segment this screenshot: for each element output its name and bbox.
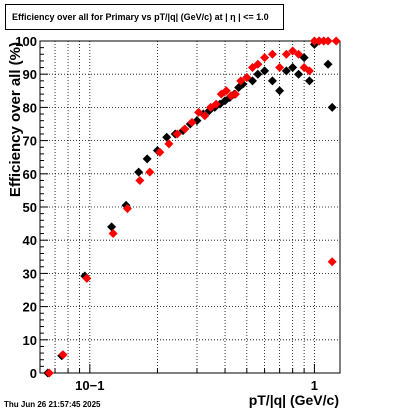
x-tick-labels: 10−1 1 (75, 378, 318, 393)
data-point (247, 76, 257, 86)
x-axis-label: pT/|q| (GeV/c) (249, 392, 339, 408)
data-point (221, 86, 231, 96)
data-point (275, 63, 285, 73)
data-point (164, 139, 174, 149)
data-point (242, 73, 252, 83)
data-point (294, 49, 304, 59)
timestamp: Thu Jun 26 21:57:45 2025 (4, 400, 101, 409)
data-point (288, 63, 298, 73)
data-point (187, 117, 197, 127)
data-point (314, 36, 324, 46)
y-tick-label: 20 (23, 300, 37, 315)
data-point (172, 129, 182, 139)
data-point (294, 69, 304, 79)
grid-lines (40, 41, 340, 373)
data-point (142, 154, 152, 164)
data-point (288, 46, 298, 56)
axis-ticks (39, 40, 315, 374)
y-tick-label: 70 (23, 134, 37, 149)
y-tick-label: 50 (23, 200, 37, 215)
data-point (58, 350, 68, 360)
data-point (267, 76, 277, 86)
data-point (323, 36, 333, 46)
y-tick-label: 100 (15, 34, 37, 49)
x-tick-label: 1 (311, 378, 318, 393)
data-point (253, 69, 263, 79)
data-marks (43, 36, 341, 378)
series-2 (44, 36, 341, 378)
data-point (304, 66, 314, 76)
x-tick-label: 10−1 (75, 378, 104, 393)
y-tick-label: 90 (23, 67, 37, 82)
data-point (194, 107, 204, 117)
y-axis-label: Efficiency over all (%) (7, 42, 24, 197)
data-point (260, 53, 270, 63)
y-tick-label: 0 (30, 366, 37, 381)
data-point (135, 175, 145, 185)
data-point (122, 204, 132, 214)
data-point (155, 147, 165, 157)
data-point (121, 200, 131, 210)
data-point (281, 66, 291, 76)
data-point (211, 99, 221, 109)
data-point (309, 36, 319, 46)
data-point (327, 102, 337, 112)
data-point (323, 59, 333, 69)
data-point (281, 49, 291, 59)
y-tick-label: 40 (23, 233, 37, 248)
data-point (134, 167, 144, 177)
data-point (145, 167, 155, 177)
data-point (108, 229, 118, 239)
y-tick-label: 80 (23, 100, 37, 115)
data-point (180, 124, 190, 134)
data-point (247, 63, 257, 73)
data-point (267, 49, 277, 59)
plot-frame (39, 40, 341, 374)
data-point (230, 89, 240, 99)
data-point (331, 36, 341, 46)
data-point (82, 273, 92, 283)
y-tick-labels: 0 10 20 30 40 50 60 70 80 90 100 (15, 34, 37, 381)
data-point (200, 111, 210, 121)
data-point (107, 222, 117, 232)
y-tick-label: 10 (23, 333, 37, 348)
data-point (236, 76, 246, 86)
data-point (327, 257, 337, 267)
data-point (304, 76, 314, 86)
y-tick-label: 60 (23, 167, 37, 182)
data-point (44, 368, 54, 378)
data-point (253, 59, 263, 69)
y-tick-label: 30 (23, 266, 37, 281)
data-point (260, 66, 270, 76)
chart-title: Efficiency over all for Primary vs pT/|q… (5, 4, 284, 30)
data-point (275, 86, 285, 96)
